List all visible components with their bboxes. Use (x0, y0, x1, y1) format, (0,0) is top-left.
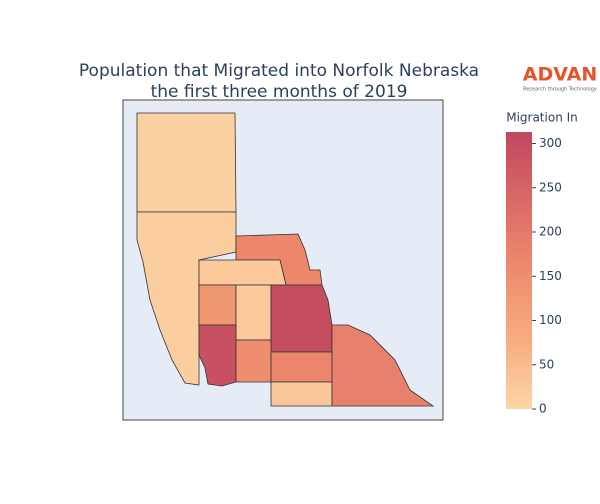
colorbar-title: Migration In (506, 111, 578, 125)
chart-title: Population that Migrated into Norfolk Ne… (79, 61, 479, 81)
colorbar-tick-label: 250 (539, 180, 562, 194)
colorbar-tick-label: 200 (539, 225, 562, 239)
colorbar-tick-label: 100 (539, 313, 562, 327)
logo-name: ADVAN (523, 64, 598, 86)
logo-tagline: Research through Technology (523, 87, 597, 93)
region (198, 259, 287, 286)
region (235, 284, 272, 341)
colorbar-tick-label: 150 (539, 269, 562, 283)
region (331, 324, 435, 407)
colorbar (506, 132, 532, 409)
region (270, 351, 333, 383)
colorbar-tick-label: 0 (539, 402, 547, 416)
colorbar-tick-label: 300 (539, 136, 562, 150)
region (136, 112, 237, 213)
colorbar-tick-label: 50 (539, 357, 554, 371)
regions (136, 112, 435, 407)
region (198, 324, 237, 387)
region (198, 284, 237, 326)
chart-title: the first three months of 2019 (151, 82, 408, 102)
colorbar-ticks: 0 50 100 150 200 250 300 (532, 136, 562, 416)
region (270, 284, 333, 353)
region (235, 339, 272, 383)
region (270, 381, 333, 407)
